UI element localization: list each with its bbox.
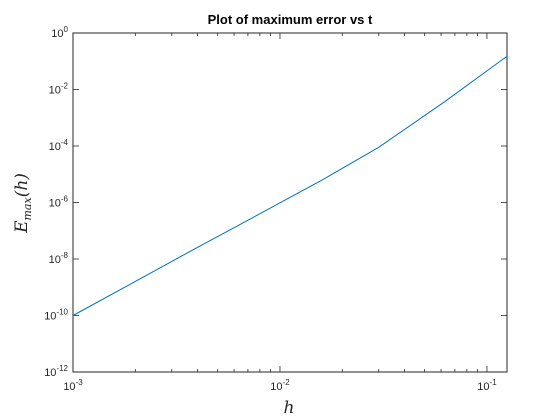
chart-title: Plot of maximum error vs t [208, 12, 373, 27]
series-layer [72, 55, 508, 316]
y-tick-label: 100 [51, 25, 68, 40]
y-axis-label-subscript: max [21, 197, 34, 221]
y-tick-label: 10-4 [49, 138, 69, 153]
y-tick-label-base: 10 [49, 198, 61, 210]
y-tick-label-exponent: -10 [56, 308, 68, 317]
x-tick-label: 10-1 [477, 378, 497, 393]
x-tick-label-base: 10 [270, 381, 282, 393]
y-tick-label-exponent: -2 [61, 82, 69, 91]
y-tick-label: 10-8 [49, 251, 69, 266]
y-tick-label-exponent: -12 [56, 364, 68, 373]
y-axis-label-base: E [12, 220, 32, 234]
y-tick-label-exponent: -6 [61, 195, 69, 204]
series-line-0 [72, 55, 508, 316]
y-tick-label-base: 10 [49, 85, 61, 97]
x-tick-label-base: 10 [477, 381, 489, 393]
y-tick-label-exponent: -4 [61, 138, 69, 147]
y-tick-label: 10-2 [49, 82, 69, 97]
y-tick-label-base: 10 [44, 367, 56, 379]
y-tick-label: 10-10 [44, 308, 68, 323]
x-axis-ticks: 10-3 10-2 10-1 [63, 33, 497, 393]
y-tick-label: 10-6 [49, 195, 69, 210]
y-tick-label-exponent: 0 [64, 25, 69, 34]
y-tick-label-base: 10 [49, 254, 61, 266]
x-tick-label-exponent: -1 [490, 378, 498, 387]
x-tick-label-exponent: -2 [283, 378, 291, 387]
y-tick-label-base: 10 [49, 141, 61, 153]
plot-area [72, 32, 508, 373]
y-tick-label-base: 10 [51, 28, 63, 40]
x-axis-label: h [284, 398, 295, 418]
y-axis-label-suffix: (h) [12, 173, 32, 197]
x-tick-label-exponent: -3 [76, 378, 84, 387]
y-tick-label-exponent: -8 [61, 251, 69, 260]
x-tick-label: 10-3 [63, 378, 83, 393]
x-tick-label-base: 10 [63, 381, 75, 393]
y-axis-label: Emax(h) [12, 173, 34, 234]
y-tick-label-base: 10 [44, 311, 56, 323]
x-tick-label: 10-2 [270, 378, 290, 393]
y-tick-label: 10-12 [44, 364, 68, 379]
